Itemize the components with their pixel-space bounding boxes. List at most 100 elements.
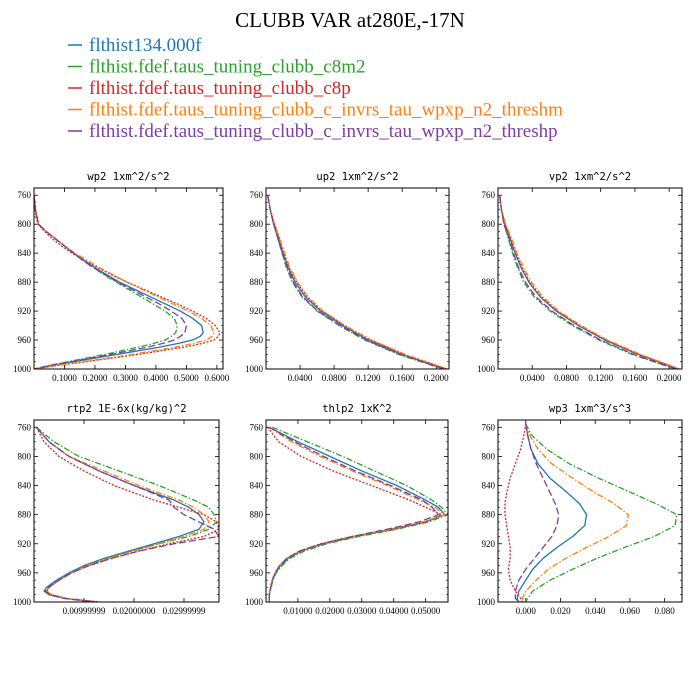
ytick-label: 840 [250, 481, 264, 491]
ytick-label: 960 [250, 335, 264, 345]
series-line-5 [268, 426, 440, 602]
series-line-3 [499, 195, 679, 369]
ytick-label: 880 [482, 510, 496, 520]
ytick-label: 920 [18, 306, 32, 316]
ytick-label: 760 [482, 190, 496, 200]
series-line-5 [34, 195, 188, 369]
series-line-4 [267, 195, 448, 369]
ytick-label: 960 [18, 335, 32, 345]
ytick-label: 880 [18, 510, 32, 520]
legend: flthist134.000fflthist.fdef.taus_tuning_… [68, 35, 563, 142]
ytick-label: 760 [250, 190, 264, 200]
xtick-label: 0.02999999 [163, 606, 206, 616]
plot-frame [33, 187, 224, 370]
xtick-label: 0.1600 [623, 373, 648, 383]
panel-title-2: up2 1xm^2/s^2 [316, 171, 398, 183]
xtick-label: 0.0400 [520, 373, 545, 383]
xtick-label: 0.2000 [424, 373, 449, 383]
series-line-4 [499, 195, 680, 369]
legend-label-4: flthist.fdef.taus_tuning_clubb_c_invrs_t… [89, 100, 563, 121]
xtick-label: 0.02000 [315, 606, 345, 616]
ytick-label: 800 [482, 451, 496, 461]
plot-frame [497, 187, 683, 370]
ytick-label: 840 [482, 248, 496, 258]
plot-frame [265, 187, 450, 370]
xtick-label: 0.1000 [52, 373, 77, 383]
xtick-label: 0.020 [550, 606, 571, 616]
ytick-label: 960 [250, 568, 264, 578]
xtick-label: 0.0400 [288, 373, 313, 383]
ytick-label: 1000 [13, 597, 32, 607]
xtick-label: 0.6000 [205, 373, 230, 383]
xtick-label: 0.000 [516, 606, 537, 616]
series-line-4 [36, 426, 210, 602]
panel-title-4: rtp2 1E-6x(kg/kg)^2 [66, 403, 186, 415]
series-line-5 [267, 195, 445, 369]
plot-frame [265, 419, 449, 603]
panel-5: thlp2 1xK^2 760 800 840 880 920 960 1000 0.01000… [245, 403, 449, 616]
ytick-label: 960 [482, 335, 496, 345]
xtick-label: 0.3000 [113, 373, 138, 383]
xtick-label: 0.5000 [174, 373, 199, 383]
ytick-label: 960 [18, 568, 32, 578]
xtick-label: 0.0800 [322, 373, 347, 383]
panel-1: wp2 1xm^2/s^2 760 800 840 880 920 960 1000 0.100… [13, 171, 230, 383]
ytick-label: 920 [482, 306, 496, 316]
ytick-label: 840 [18, 248, 32, 258]
ytick-label: 920 [18, 539, 32, 549]
ytick-label: 840 [250, 248, 264, 258]
xtick-label: 0.080 [655, 606, 676, 616]
series-line-1 [516, 423, 588, 602]
panel-title-3: vp2 1xm^2/s^2 [549, 171, 631, 183]
panel-title-6: wp3 1xm^3/s^3 [549, 403, 631, 415]
figure-title: CLUBB VAR at280E,-17N [235, 8, 465, 32]
legend-label-3: flthist.fdef.taus_tuning_clubb_c8p [89, 78, 351, 99]
legend-label-2: flthist.fdef.taus_tuning_clubb_c8m2 [89, 57, 366, 78]
xtick-label: 0.4000 [144, 373, 169, 383]
xtick-label: 0.00999999 [63, 606, 106, 616]
series-line-4 [521, 423, 629, 602]
panel-3: vp2 1xm^2/s^2 760 800 840 880 920 960 1000 0.040… [477, 171, 683, 383]
panel-title-5: thlp2 1xK^2 [322, 403, 392, 415]
xtick-label: 0.1200 [356, 373, 381, 383]
legend-label-1: flthist134.000f [89, 35, 202, 56]
xtick-label: 0.01000 [283, 606, 313, 616]
ytick-label: 760 [250, 422, 264, 432]
ytick-label: 960 [482, 568, 496, 578]
series-line-4 [268, 426, 446, 602]
ytick-label: 880 [482, 277, 496, 287]
ytick-label: 800 [250, 219, 264, 229]
ytick-label: 1000 [477, 364, 496, 374]
ytick-label: 920 [250, 539, 264, 549]
ytick-label: 800 [18, 451, 32, 461]
panels: wp2 1xm^2/s^2 760 800 840 880 920 960 1000 0.100… [13, 171, 683, 616]
series-line-2 [34, 195, 178, 369]
xtick-label: 0.1600 [390, 373, 415, 383]
ytick-label: 760 [482, 422, 496, 432]
series-line-2 [525, 423, 678, 602]
ytick-label: 1000 [245, 597, 264, 607]
series-line-3 [34, 195, 221, 369]
panel-6: wp3 1xm^3/s^3 760 800 840 880 920 960 1000 0.000… [477, 403, 683, 616]
plot-frame [497, 419, 683, 603]
ytick-label: 1000 [13, 364, 32, 374]
ytick-label: 1000 [245, 364, 264, 374]
panel-4: rtp2 1E-6x(kg/kg)^2 760 800 840 880 920 960 100… [13, 403, 220, 616]
series-line-2 [499, 195, 676, 369]
series-line-2 [267, 195, 444, 369]
series-line-3 [504, 423, 527, 602]
panel-2: up2 1xm^2/s^2 760 800 840 880 920 960 1000 0.040… [245, 171, 450, 383]
ytick-label: 760 [18, 422, 32, 432]
legend-label-5: flthist.fdef.taus_tuning_clubb_c_invrs_t… [89, 121, 558, 142]
xtick-label: 0.02000000 [113, 606, 156, 616]
series-line-3 [35, 426, 219, 602]
ytick-label: 1000 [477, 597, 496, 607]
xtick-label: 0.2000 [657, 373, 682, 383]
series-line-5 [36, 426, 219, 602]
ytick-label: 880 [18, 277, 32, 287]
ytick-label: 800 [482, 219, 496, 229]
ytick-label: 880 [250, 277, 264, 287]
series-line-4 [34, 195, 215, 369]
